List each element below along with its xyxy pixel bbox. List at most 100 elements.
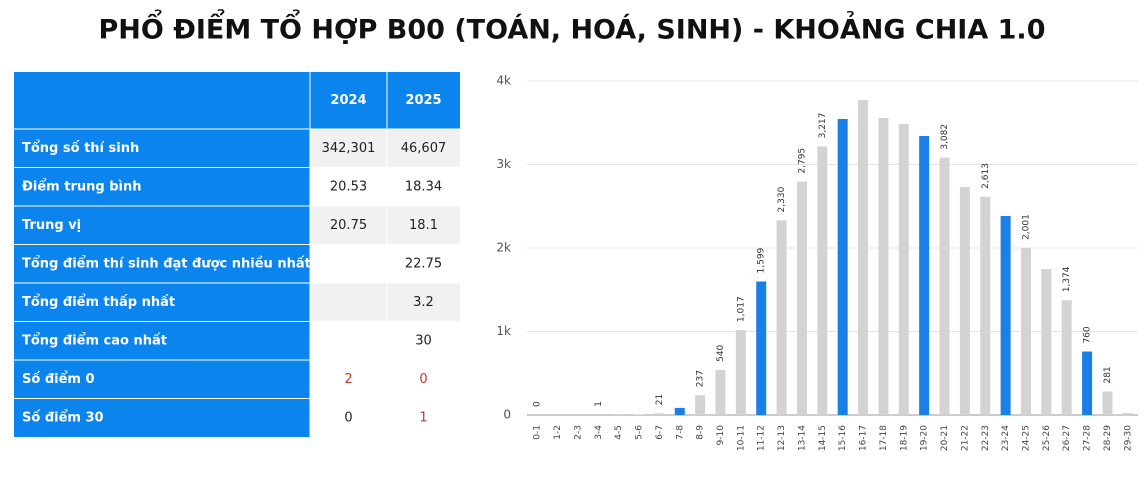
bar [1082,351,1093,415]
cell-value: 18.34 [405,179,442,194]
x-tick-label: 4-5 [614,425,624,440]
data-label: 2,613 [981,163,991,189]
x-tick-label: 8-9 [696,425,706,440]
bar [1020,247,1031,415]
value-cell [310,206,387,245]
bar [919,136,930,416]
cell-value: 22.75 [405,256,442,271]
y-tick-label: 4k [496,74,511,88]
x-tick-label: 15-16 [838,425,848,451]
data-label: 1,374 [1062,266,1072,292]
x-tick-label: 16-17 [859,425,869,451]
x-tick-label: 25-26 [1042,425,1052,451]
data-label: 237 [696,370,706,387]
cell-value: 20.53 [330,179,367,194]
bar [939,157,950,415]
x-tick-label: 21-22 [960,425,970,451]
bar [1102,391,1113,415]
value-cell [310,321,387,360]
data-label: 3,217 [818,113,828,139]
x-tick-label: 6-7 [655,425,665,440]
bar [858,100,869,416]
bar [898,124,909,415]
bar [1000,216,1011,415]
bar [980,196,991,415]
column-header: 2025 [405,93,441,108]
cell-value: 1 [419,410,427,425]
bar [959,187,970,415]
row-label: Số điểm 0 [22,371,95,387]
x-tick-label: 12-13 [777,425,787,451]
data-label: 760 [1083,326,1093,343]
data-label: 2,330 [777,186,787,212]
data-label: 2,001 [1021,214,1031,240]
cell-value: 18.1 [409,218,438,233]
data-label: 3,082 [940,124,950,150]
column-header: 2024 [330,93,366,108]
value-cell [387,283,460,322]
data-label: 281 [1103,366,1113,383]
y-tick-label: 1k [496,324,511,338]
row-label-cell [14,360,310,399]
data-label: 2,795 [797,148,807,174]
value-cell [310,398,387,437]
bar [715,369,726,415]
row-label: Tổng điểm thấp nhất [22,294,175,310]
data-label: 21 [655,394,665,405]
x-tick-label: 9-10 [716,425,726,446]
y-tick-label: 3k [496,157,511,171]
cell-value: 20.75 [330,218,367,233]
row-label-cell [14,321,310,360]
cell-value: 0 [344,410,352,425]
x-tick-label: 3-4 [594,425,604,440]
x-tick-label: 23-24 [1001,425,1011,451]
value-cell [387,398,460,437]
row-label-cell [14,283,310,322]
data-label: 1,599 [757,247,767,273]
x-tick-label: 10-11 [736,425,746,451]
bar [796,181,807,415]
x-tick-label: 18-19 [899,425,909,451]
value-cell [310,167,387,206]
bar [756,281,767,415]
cell-value: 2 [344,372,352,387]
value-cell [387,167,460,206]
page-title: PHỔ ĐIỂM TỔ HỢP B00 (TOÁN, HOÁ, SINH) - … [99,8,1046,46]
bar [1041,269,1052,415]
table-header [14,72,460,129]
data-label: 540 [716,344,726,361]
value-cell [310,360,387,399]
x-tick-label: 5-6 [635,425,645,440]
x-tick-label: 24-25 [1021,425,1031,451]
value-cell [310,129,387,168]
row-label-cell [14,244,310,283]
value-cell [310,283,387,322]
x-tick-label: 22-23 [981,425,991,451]
bar [776,220,787,415]
y-tick-label: 0 [503,408,511,422]
row-label: Tổng số thí sinh [22,140,139,156]
value-cell [387,206,460,245]
y-tick-label: 2k [496,241,511,255]
cell-value: 30 [415,333,432,348]
x-tick-label: 17-18 [879,425,889,451]
data-label: 0 [533,401,543,407]
bar [837,118,848,416]
value-cell [387,129,460,168]
row-label: Số điểm 30 [22,409,104,425]
bar [1061,300,1072,415]
x-tick-label: 19-20 [920,425,930,451]
x-tick-label: 1-2 [553,425,563,440]
x-tick-label: 27-28 [1083,425,1093,451]
row-label: Tổng điểm cao nhất [22,332,167,348]
x-tick-label: 2-3 [573,425,583,440]
bar [878,117,889,415]
value-cell [387,244,460,283]
bar [654,413,665,415]
cell-value: 3.2 [413,295,434,310]
data-label: 1,017 [736,296,746,322]
row-label-cell [14,129,310,168]
value-cell [310,244,387,283]
x-tick-label: 28-29 [1103,425,1113,451]
x-tick-label: 26-27 [1062,425,1072,451]
